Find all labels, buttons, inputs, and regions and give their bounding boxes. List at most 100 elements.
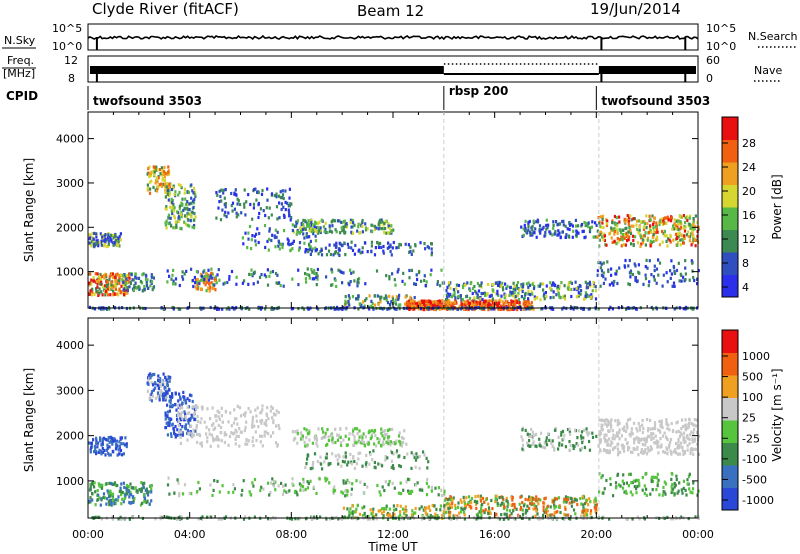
- power-echo: [142, 289, 145, 293]
- power-echo: [524, 307, 528, 311]
- velocity-echo: [117, 495, 120, 499]
- power-echo: [228, 277, 231, 281]
- velocity-echo: [503, 505, 506, 509]
- power-echo: [121, 278, 124, 282]
- power-echo: [331, 283, 334, 287]
- velocity-echo: [239, 414, 243, 418]
- velocity-echo: [165, 415, 168, 419]
- power-echo: [247, 193, 250, 197]
- power-echo: [110, 233, 113, 237]
- velocity-echo: [683, 450, 686, 454]
- power-echo: [501, 281, 504, 285]
- power-echo: [277, 244, 280, 248]
- power-echo: [356, 278, 360, 282]
- power-echo: [266, 268, 269, 272]
- power-echo: [623, 236, 626, 240]
- power-echo: [350, 230, 353, 234]
- velocity-echo: [174, 403, 177, 407]
- power-echo: [178, 190, 181, 195]
- velocity-echo: [550, 513, 553, 517]
- power-echo: [596, 269, 599, 273]
- power-echo: [653, 229, 656, 233]
- velocity-echo: [690, 447, 693, 451]
- velocity-echo: [240, 430, 243, 434]
- power-echo: [357, 307, 360, 311]
- velocity-echo: [486, 510, 490, 514]
- power-echo: [308, 229, 311, 233]
- velocity-echo: [169, 401, 172, 405]
- velocity-echo: [376, 437, 379, 441]
- velocity-echo: [409, 491, 412, 495]
- velocity-echo: [625, 481, 628, 485]
- power-echo: [141, 273, 144, 277]
- velocity-echo: [526, 432, 529, 437]
- velocity-echo: [236, 422, 239, 426]
- velocity-echo: [684, 440, 687, 444]
- power-echo: [149, 172, 152, 176]
- power-echo: [310, 249, 313, 253]
- power-echo: [558, 286, 561, 291]
- velocity-echo: [685, 493, 688, 497]
- power-echo: [173, 193, 176, 197]
- power-echo: [463, 300, 466, 304]
- power-echo: [221, 307, 224, 311]
- velocity-echo: [500, 513, 503, 517]
- power-echo: [524, 291, 527, 296]
- power-echo: [154, 188, 157, 192]
- power-echo: [611, 240, 614, 244]
- velocity-echo: [582, 436, 585, 440]
- velocity-echo: [632, 437, 636, 441]
- power-echo: [649, 218, 652, 222]
- velocity-echo: [180, 412, 183, 416]
- velocity-echo: [198, 434, 202, 438]
- velocity-echo: [119, 486, 122, 490]
- velocity-echo: [107, 500, 110, 504]
- power-echo: [601, 215, 604, 219]
- velocity-echo: [251, 417, 254, 421]
- power-echo: [408, 250, 411, 254]
- power-echo: [636, 219, 639, 223]
- velocity-echo: [294, 436, 297, 440]
- velocity-echo: [150, 381, 153, 385]
- power-echo: [186, 223, 189, 227]
- power-echo: [100, 243, 103, 247]
- power-echo: [317, 252, 320, 256]
- velocity-echo: [517, 513, 520, 517]
- velocity-echo: [184, 400, 187, 404]
- nsearch-tick-bottom: 10^0: [706, 40, 736, 53]
- power-echo: [247, 231, 250, 235]
- velocity-echo: [643, 450, 647, 454]
- power-echo: [357, 297, 360, 301]
- power-echo: [243, 202, 246, 206]
- power-echo: [112, 236, 115, 240]
- power-echo: [129, 272, 132, 276]
- velocity-echo: [519, 495, 522, 499]
- power-echo: [683, 236, 686, 241]
- power-echo: [462, 285, 465, 290]
- velocity-echo: [327, 463, 330, 467]
- velocity-echo: [675, 421, 678, 425]
- power-echo: [429, 304, 432, 308]
- velocity-echo: [579, 497, 582, 501]
- velocity-echo: [689, 490, 692, 494]
- velocity-echo: [598, 472, 601, 476]
- velocity-echo: [477, 494, 480, 498]
- velocity-echo: [316, 460, 319, 464]
- power-echo: [308, 276, 311, 280]
- velocity-echo: [176, 417, 179, 421]
- power-echo: [179, 226, 182, 230]
- power-echo: [410, 304, 414, 308]
- velocity-echo: [568, 430, 571, 434]
- power-echo: [566, 227, 569, 231]
- velocity-echo: [546, 509, 549, 513]
- velocity-echo: [655, 439, 658, 443]
- velocity-echo: [425, 481, 428, 485]
- velocity-echo: [636, 445, 639, 449]
- velocity-echo: [326, 428, 329, 432]
- power-echo: [250, 268, 253, 272]
- power-echo: [167, 170, 170, 174]
- velocity-echo: [587, 503, 590, 507]
- power-echo: [515, 299, 518, 303]
- power-echo: [407, 305, 410, 309]
- velocity-echo: [520, 435, 523, 439]
